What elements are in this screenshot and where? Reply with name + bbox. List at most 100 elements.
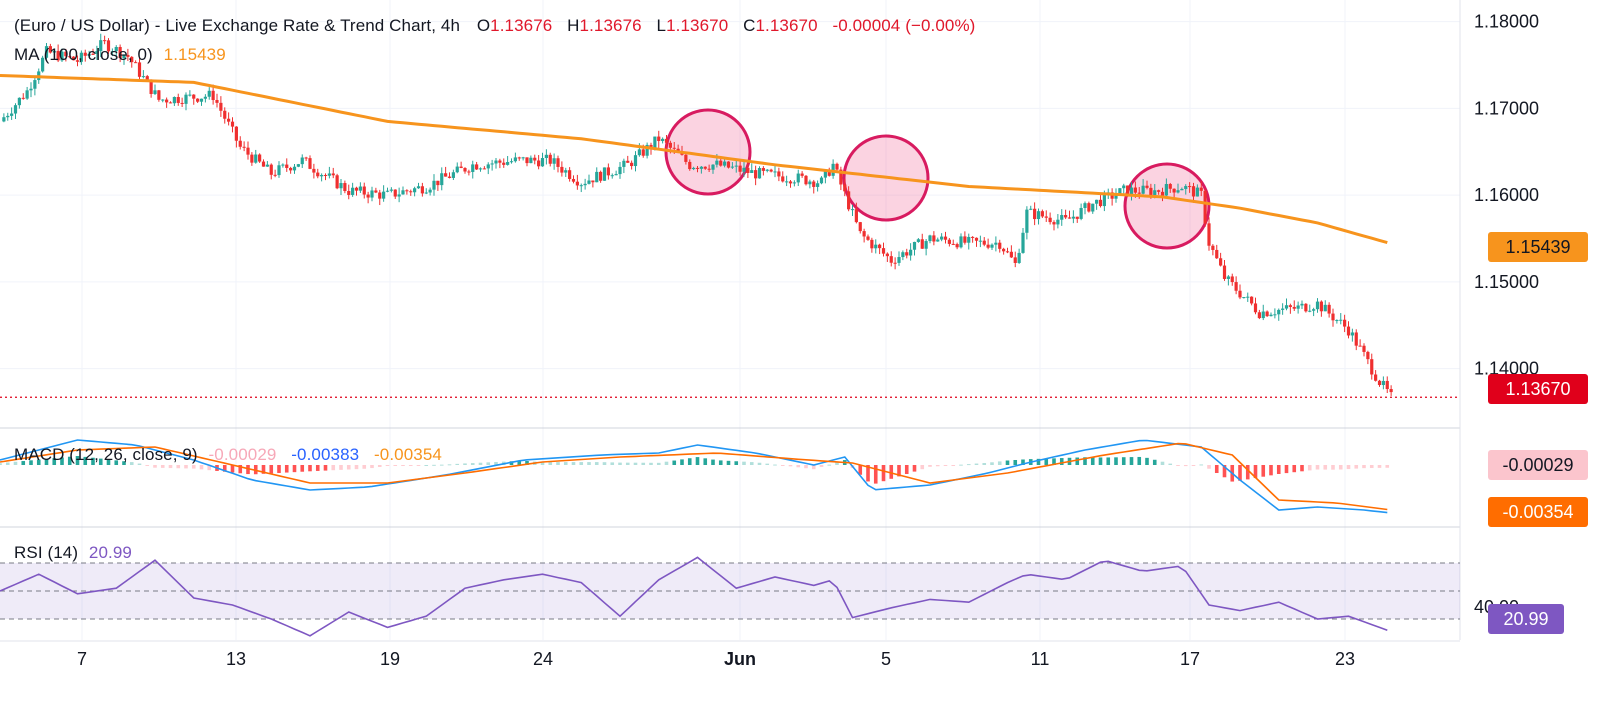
macd-histogram-bar xyxy=(230,465,235,473)
candle-body xyxy=(246,147,250,155)
ma-legend[interactable]: MA (100, close, 0) 1.15439 xyxy=(14,45,226,64)
candle-body xyxy=(52,50,56,53)
macd-histogram-bar xyxy=(1207,465,1211,469)
candle-body xyxy=(1013,257,1017,263)
candle-body xyxy=(823,170,827,178)
candle-body xyxy=(219,102,223,111)
candle-body xyxy=(192,94,196,99)
macd-histogram-bar xyxy=(773,464,777,466)
candle-body xyxy=(269,164,273,175)
candle-body xyxy=(1052,222,1056,225)
ma-legend-value: 1.15439 xyxy=(163,45,226,64)
candle-body xyxy=(1021,232,1025,253)
candle-body xyxy=(812,181,816,187)
candle-body xyxy=(870,239,874,249)
price-tick-label: 1.15000 xyxy=(1474,272,1539,292)
candle-body xyxy=(1230,276,1234,283)
candle-body xyxy=(1381,380,1385,386)
candle-body xyxy=(746,167,750,173)
candle-body xyxy=(1296,305,1300,309)
change-value: -0.00004 (−0.00%) xyxy=(832,16,976,35)
candle-body xyxy=(827,170,831,176)
macd-histogram-bar xyxy=(1276,465,1281,474)
macd-histogram-bar xyxy=(145,465,150,466)
macd-histogram-bar xyxy=(726,460,731,465)
candle-body xyxy=(196,98,200,102)
candle-body xyxy=(897,257,901,263)
candle-body xyxy=(44,46,49,58)
macd-histogram-bar xyxy=(579,462,584,465)
candle-body xyxy=(168,102,173,104)
candle-body xyxy=(947,239,951,244)
time-tick-label: Jun xyxy=(724,649,756,669)
candle-body xyxy=(668,142,672,148)
candle-body xyxy=(1288,305,1292,307)
macd-histogram-bar xyxy=(0,463,2,465)
candle-body xyxy=(936,239,940,242)
macd-histogram-bar xyxy=(1369,465,1374,469)
macd-histogram-bar xyxy=(168,465,173,469)
candle-body xyxy=(467,171,471,173)
macd-histogram-bar xyxy=(44,458,49,465)
candle-body xyxy=(56,50,60,61)
macd-histogram-bar xyxy=(780,465,785,466)
candle-body xyxy=(1168,184,1172,189)
macd-histogram-bar xyxy=(811,465,816,470)
candle-body xyxy=(943,236,948,240)
macd-histogram-bar xyxy=(664,461,669,465)
candle-body xyxy=(661,138,665,142)
macd-histogram-bar xyxy=(315,465,320,471)
candle-body xyxy=(296,164,300,167)
candle-body xyxy=(1292,306,1296,309)
candle-body xyxy=(405,190,409,192)
low-value: 1.13670 xyxy=(666,16,729,35)
candle-body xyxy=(1257,312,1261,319)
candle-body xyxy=(1327,304,1331,314)
last-price-badge: 1.13670 xyxy=(1488,374,1588,404)
candle-body xyxy=(292,166,297,171)
candle-body xyxy=(1176,190,1180,193)
candle-body xyxy=(118,46,122,59)
candle-body xyxy=(1129,187,1134,196)
time-tick-label: 13 xyxy=(226,649,246,669)
macd-histogram-bar xyxy=(525,460,529,465)
candle-body xyxy=(1222,265,1227,279)
chart-grid xyxy=(0,0,1461,642)
candle-body xyxy=(990,244,994,248)
candle-body xyxy=(1102,193,1106,207)
candle-body xyxy=(738,165,742,172)
candle-body xyxy=(1315,301,1320,310)
candle-body xyxy=(769,169,773,172)
rsi-legend[interactable]: RSI (14) 20.99 xyxy=(14,543,132,562)
macd-legend[interactable]: MACD (12, 26, close, 9) -0.00029 -0.0038… xyxy=(14,445,442,464)
candle-body xyxy=(1157,190,1161,192)
macd-histogram-bar xyxy=(1323,465,1328,470)
candle-body xyxy=(389,189,393,191)
candle-body xyxy=(227,118,231,122)
macd-histogram-bar xyxy=(610,462,615,465)
candle-body xyxy=(1377,380,1382,386)
macd-histogram-bar xyxy=(191,465,196,469)
macd-histogram-bar xyxy=(494,461,498,465)
candle-body xyxy=(320,174,324,177)
candle-body xyxy=(382,191,386,199)
candle-body xyxy=(75,60,80,62)
candle-body xyxy=(653,136,657,149)
candle-body xyxy=(595,171,599,183)
candle-body xyxy=(1083,203,1087,208)
candle-body xyxy=(1091,203,1095,212)
highlight-circle xyxy=(1123,162,1211,250)
candle-body xyxy=(1265,311,1269,317)
candle-body xyxy=(134,62,138,64)
candle-body xyxy=(1114,194,1118,199)
candle-body xyxy=(1064,215,1068,218)
macd-histogram-bar xyxy=(687,458,692,465)
candle-body xyxy=(548,154,552,164)
candle-body xyxy=(971,236,975,238)
candle-body xyxy=(1067,217,1072,219)
macd-histogram-bar xyxy=(1307,465,1312,471)
candle-body xyxy=(1211,245,1215,250)
macd-histogram-bar xyxy=(1253,465,1258,479)
macd-histogram-bar xyxy=(1354,465,1359,469)
